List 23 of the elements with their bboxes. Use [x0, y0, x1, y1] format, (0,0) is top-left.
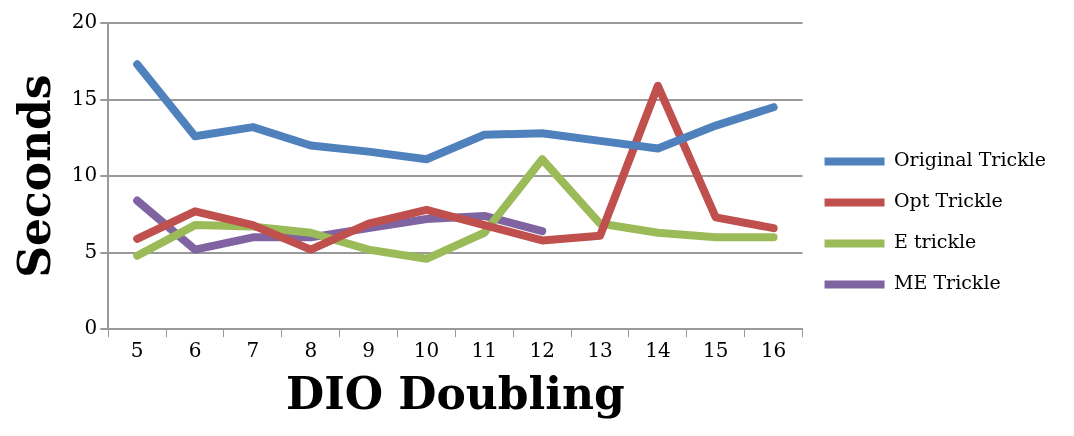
- x-tick-label: 9: [362, 338, 375, 363]
- legend-label: ME Trickle: [894, 271, 1001, 294]
- y-tick-label: 15: [71, 85, 98, 110]
- x-tick-label: 11: [471, 338, 498, 363]
- x-tick-label: 7: [246, 338, 260, 363]
- legend-label: Original Trickle: [894, 148, 1047, 171]
- y-tick-label: 20: [71, 9, 98, 34]
- legend-label: E trickle: [894, 230, 977, 253]
- y-tick-label: 10: [71, 162, 98, 187]
- y-tick-label: 5: [84, 238, 98, 263]
- x-tick-label: 10: [413, 338, 440, 363]
- x-axis-title: DIO Doubling: [285, 368, 625, 420]
- x-tick-label: 6: [188, 338, 202, 363]
- y-axis-title: Seconds: [8, 74, 60, 278]
- x-tick-label: 5: [130, 338, 144, 363]
- y-tick-label: 0: [84, 315, 98, 340]
- legend-label: Opt Trickle: [894, 189, 1003, 212]
- x-tick-label: 8: [304, 338, 318, 363]
- x-tick-label: 15: [703, 338, 729, 363]
- x-tick-label: 16: [760, 338, 787, 363]
- x-tick-label: 12: [529, 338, 555, 363]
- x-tick-label: 13: [587, 338, 613, 363]
- x-tick-label: 14: [645, 338, 671, 363]
